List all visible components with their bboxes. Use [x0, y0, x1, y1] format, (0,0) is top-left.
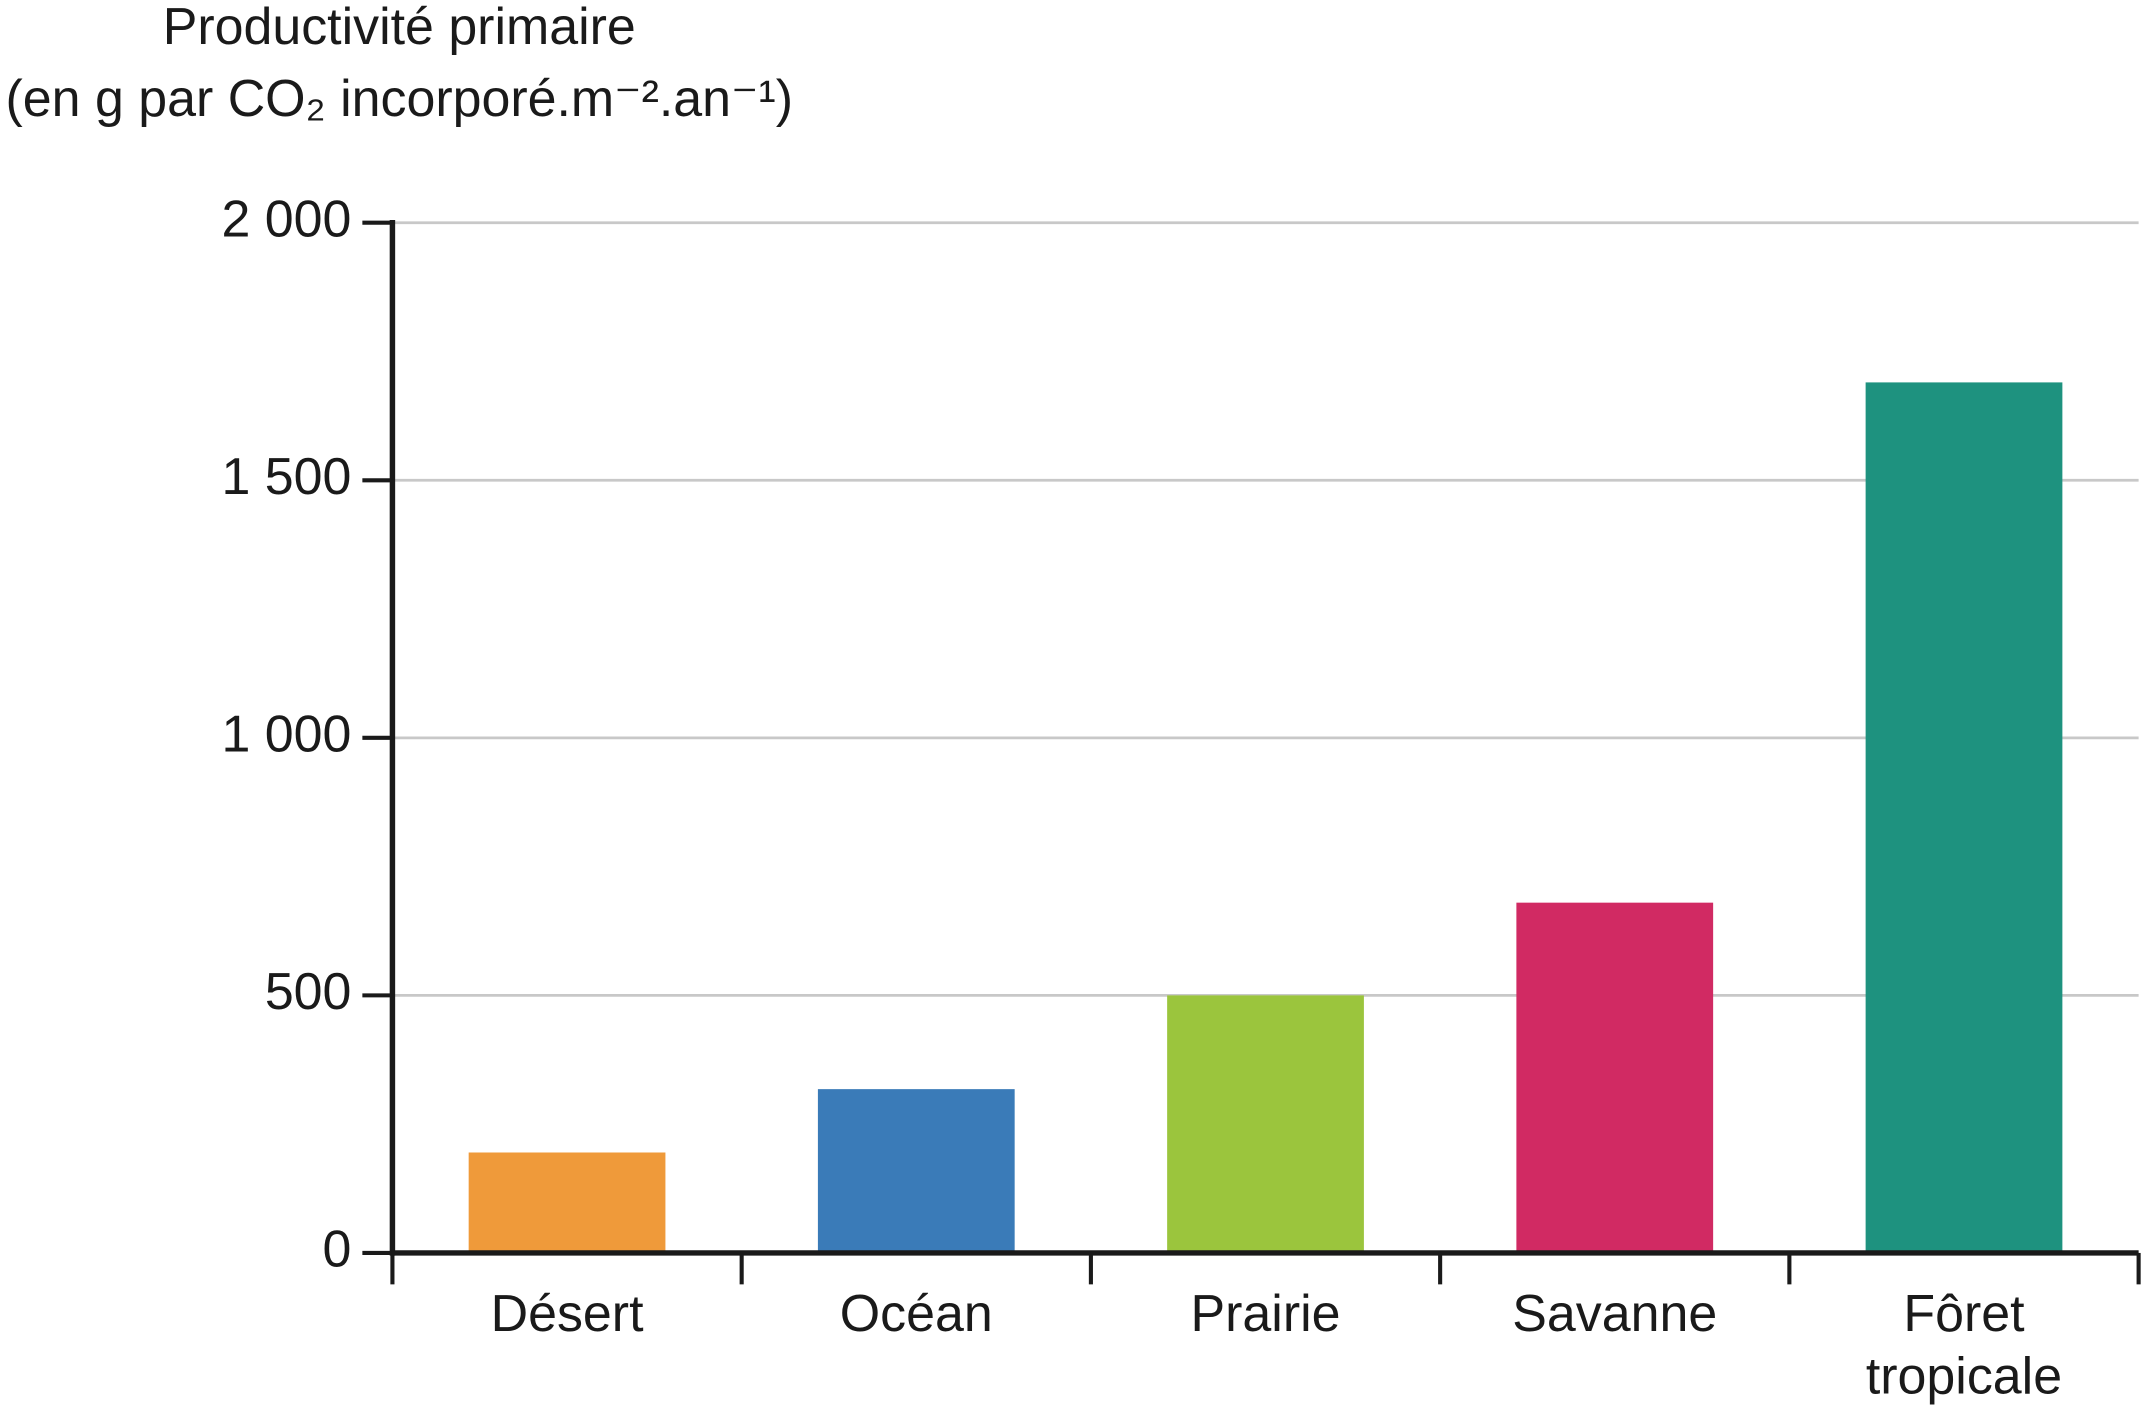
- bar: [817, 1089, 1015, 1253]
- y-tick-label: 1 000: [222, 706, 352, 764]
- x-tick-label-box: Prairie: [1190, 1285, 1341, 1344]
- y-axis-title: (en g par CO₂ incorporé.m⁻².an⁻¹): [6, 70, 793, 128]
- x-tick-label: Désert: [490, 1285, 644, 1344]
- bar: [1865, 382, 2063, 1253]
- y-axis-title: Productivité primaire: [163, 0, 636, 56]
- bar: [1167, 995, 1364, 1253]
- x-tick-label-box: Fôret tropicale: [1865, 1285, 2063, 1406]
- y-tick-label: 1 500: [222, 448, 352, 506]
- x-tick-label: Fôret tropicale: [1865, 1285, 2063, 1406]
- x-tick-label: Prairie: [1190, 1285, 1341, 1344]
- y-tick-label: 0: [323, 1221, 352, 1279]
- bar: [1516, 902, 1714, 1253]
- x-tick-label-box: Désert: [490, 1285, 644, 1344]
- x-tick-label: Océan: [839, 1285, 993, 1344]
- y-tick-label: 500: [265, 963, 352, 1021]
- x-tick-label-box: Savanne: [1512, 1285, 1718, 1344]
- y-tick-label: 2 000: [222, 190, 352, 248]
- x-tick-label: Savanne: [1512, 1285, 1718, 1344]
- bar: [468, 1152, 666, 1253]
- x-tick-label-box: Océan: [839, 1285, 993, 1344]
